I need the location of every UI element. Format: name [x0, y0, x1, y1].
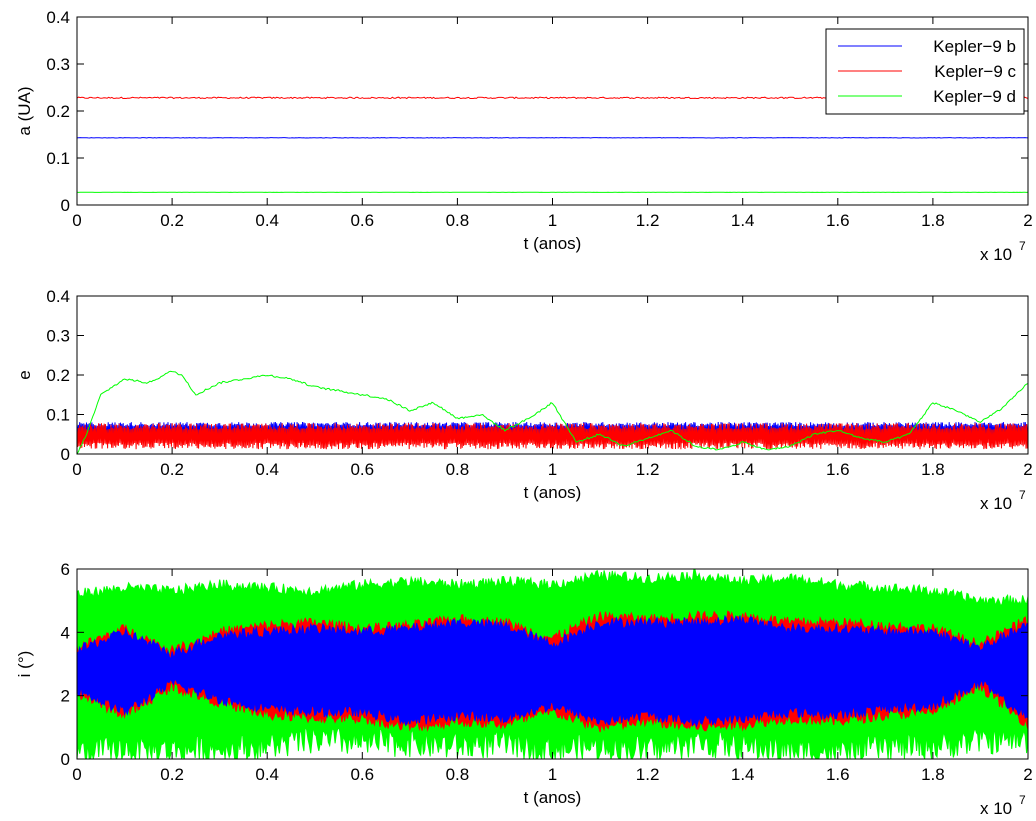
x-exponent-label: x 10 — [980, 799, 1012, 818]
plot-area — [77, 569, 1028, 759]
legend-label: Kepler−9 d — [933, 87, 1016, 106]
panel-2: 0 0.2 0.4 0.6 0.8 1 1.2 1.4 1.6 1.8 2 0 0.1 0.2 0.3 0.4… — [15, 287, 1033, 513]
series-band — [77, 614, 1028, 728]
x-exponent-label: x 10 — [980, 245, 1012, 264]
y-tick-label: 0 — [61, 445, 70, 464]
x-exponent-power: 7 — [1019, 488, 1026, 502]
x-tick-label: 1.8 — [921, 765, 945, 784]
x-exponent-power: 7 — [1019, 793, 1026, 807]
x-tick-label: 0.4 — [255, 211, 279, 230]
y-tick-label: 2 — [61, 687, 70, 706]
x-tick-label: 0.6 — [350, 460, 374, 479]
y-tick-label: 0.2 — [46, 366, 70, 385]
x-tick-label: 1.6 — [826, 765, 850, 784]
panel-3: 0 0.2 0.4 0.6 0.8 1 1.2 1.4 1.6 1.8 2 0 2 4 6 t (anos) i… — [15, 560, 1033, 818]
plot-area — [77, 370, 1028, 454]
y-axis-label: a (UA) — [15, 86, 34, 135]
x-axis-label: t (anos) — [524, 234, 582, 253]
x-tick-label: 1.8 — [921, 211, 945, 230]
series-line — [77, 370, 1028, 454]
y-tick-label: 0 — [61, 196, 70, 215]
x-tick-label: 0.6 — [350, 765, 374, 784]
legend-label: Kepler−9 c — [934, 62, 1016, 81]
x-tick-label: 1.6 — [826, 211, 850, 230]
x-exponent-power: 7 — [1019, 239, 1026, 253]
x-tick-label: 2 — [1023, 211, 1032, 230]
x-tick-label: 0.2 — [160, 211, 184, 230]
x-tick-label: 1 — [548, 765, 557, 784]
x-tick-label: 1.2 — [636, 211, 660, 230]
y-tick-label: 0.1 — [46, 149, 70, 168]
y-tick-label: 0.1 — [46, 406, 70, 425]
y-tick-label: 0.4 — [46, 8, 70, 27]
x-tick-label: 1.8 — [921, 460, 945, 479]
x-tick-label: 1 — [548, 460, 557, 479]
x-tick-label: 0 — [72, 460, 81, 479]
x-tick-label: 0.2 — [160, 460, 184, 479]
x-tick-label: 0.8 — [446, 211, 470, 230]
panel-1: 0 0.2 0.4 0.6 0.8 1 1.2 1.4 1.6 1.8 2 0 0.1 0.2 0.3 0.4… — [15, 8, 1033, 264]
x-tick-label: 1.4 — [731, 460, 755, 479]
x-tick-label: 0.6 — [350, 211, 374, 230]
legend: Kepler−9 b Kepler−9 c Kepler−9 d — [825, 28, 1025, 115]
x-tick-label: 0.8 — [446, 460, 470, 479]
x-tick-label: 0.8 — [446, 765, 470, 784]
x-tick-label: 2 — [1023, 460, 1032, 479]
x-axis-label: t (anos) — [524, 483, 582, 502]
y-tick-label: 0.2 — [46, 102, 70, 121]
x-tick-label: 1.4 — [731, 765, 755, 784]
y-tick-label: 0 — [61, 750, 70, 769]
legend-label: Kepler−9 b — [933, 37, 1016, 56]
x-tick-label: 1.2 — [636, 460, 660, 479]
y-tick-label: 6 — [61, 560, 70, 579]
x-tick-label: 0.2 — [160, 765, 184, 784]
y-axis-label: e — [15, 370, 34, 379]
y-tick-label: 0.3 — [46, 55, 70, 74]
x-tick-label: 1.2 — [636, 765, 660, 784]
y-tick-label: 0.4 — [46, 287, 70, 306]
x-tick-label: 2 — [1023, 765, 1032, 784]
x-tick-label: 0.4 — [255, 460, 279, 479]
x-tick-label: 1.6 — [826, 460, 850, 479]
y-tick-label: 4 — [61, 623, 70, 642]
x-tick-label: 0 — [72, 765, 81, 784]
x-tick-label: 1.4 — [731, 211, 755, 230]
x-tick-label: 0 — [72, 211, 81, 230]
x-tick-label: 0.4 — [255, 765, 279, 784]
x-tick-label: 1 — [548, 211, 557, 230]
x-axis-label: t (anos) — [524, 788, 582, 807]
y-tick-label: 0.3 — [46, 327, 70, 346]
y-axis-label: i (°) — [15, 651, 34, 678]
series-line — [77, 423, 1028, 450]
x-exponent-label: x 10 — [980, 494, 1012, 513]
